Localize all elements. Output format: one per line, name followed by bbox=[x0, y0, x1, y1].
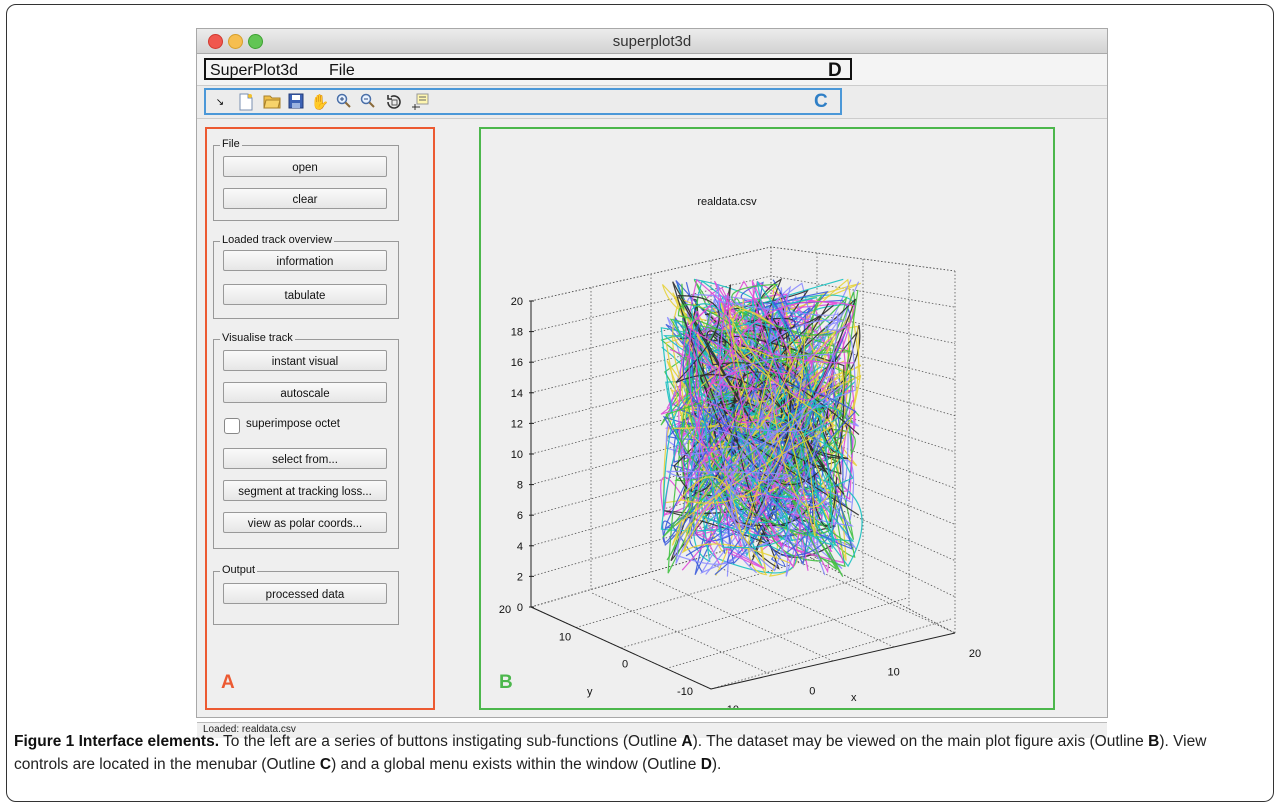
zoom-in-icon[interactable] bbox=[334, 93, 354, 113]
y-tick-label: -10 bbox=[677, 686, 693, 698]
x-tick-label: 20 bbox=[969, 648, 981, 660]
minimize-window-button[interactable] bbox=[228, 34, 243, 49]
superimpose-octet-checkbox[interactable] bbox=[224, 418, 240, 434]
output-group: Output processed data bbox=[213, 564, 399, 625]
polar-coords-button[interactable]: view as polar coords... bbox=[223, 512, 387, 533]
data-cursor-icon[interactable] bbox=[410, 93, 430, 113]
title-bar: superplot3d bbox=[197, 29, 1107, 54]
y-tick-label: 0 bbox=[622, 659, 628, 671]
x-tick-label: 0 bbox=[809, 685, 815, 697]
visualise-track-group: Visualise track instant visual autoscale… bbox=[213, 332, 399, 549]
z-tick-label: 14 bbox=[511, 388, 523, 400]
z-tick-label: 2 bbox=[517, 571, 523, 583]
output-group-title: Output bbox=[220, 564, 258, 576]
figure-caption: Figure 1 Interface elements. To the left… bbox=[14, 730, 1264, 776]
plot-axes[interactable]: realdata.csv 0 2 4 6 8 10 12 14 16 18 20 -10 0 10 20 -1… bbox=[481, 129, 1053, 708]
caption-s4: ) and a global menu exists within the wi… bbox=[331, 756, 701, 773]
outline-label-b: B bbox=[499, 672, 513, 693]
caption-b: B bbox=[1148, 733, 1160, 750]
plot-title: realdata.csv bbox=[697, 196, 757, 208]
menu-file[interactable]: File bbox=[329, 62, 355, 79]
rotate-3d-icon[interactable] bbox=[384, 93, 404, 113]
caption-a: A bbox=[681, 733, 693, 750]
caption-s1: To the left are a series of buttons inst… bbox=[219, 733, 682, 750]
outline-label-a: A bbox=[221, 672, 235, 693]
arrow-icon[interactable]: ↘ bbox=[215, 97, 225, 108]
toolbar-outline-c: ↘ ✋ C bbox=[204, 88, 842, 115]
save-icon[interactable] bbox=[286, 93, 306, 113]
z-tick-label: 18 bbox=[511, 327, 523, 339]
plot-panel-outline-b: realdata.csv 0 2 4 6 8 10 12 14 16 18 20 -10 0 10 20 -1… bbox=[479, 127, 1055, 710]
z-tick-label: 6 bbox=[517, 510, 523, 522]
track-line bbox=[675, 306, 836, 540]
axis-ticks: 0 2 4 6 8 10 12 14 16 18 20 -10 0 10 20 -10 0 10 20 bbox=[499, 296, 981, 708]
menubar: SuperPlot3d File D bbox=[197, 54, 1107, 86]
x-axis-label: x bbox=[851, 692, 857, 704]
track-line bbox=[685, 292, 856, 501]
caption-s2: ). The dataset may be viewed on the main… bbox=[692, 733, 1149, 750]
clear-button[interactable]: clear bbox=[223, 188, 387, 209]
loaded-group-title: Loaded track overview bbox=[220, 234, 335, 246]
caption-lead: Figure 1 Interface elements. bbox=[14, 733, 220, 750]
y-tick-label: 20 bbox=[499, 604, 511, 616]
track-line bbox=[665, 353, 844, 572]
pan-hand-icon[interactable]: ✋ bbox=[310, 94, 330, 111]
open-folder-icon[interactable] bbox=[262, 93, 282, 113]
outline-label-c: C bbox=[814, 91, 828, 112]
z-tick-label: 0 bbox=[517, 602, 523, 614]
loaded-track-group: Loaded track overview information tabula… bbox=[213, 234, 399, 319]
segment-button[interactable]: segment at tracking loss... bbox=[223, 480, 387, 501]
caption-d: D bbox=[700, 756, 712, 773]
z-tick-label: 20 bbox=[511, 296, 523, 308]
z-tick-label: 8 bbox=[517, 480, 523, 492]
z-tick-label: 12 bbox=[511, 418, 523, 430]
processed-data-button[interactable]: processed data bbox=[223, 583, 387, 604]
y-axis-label: y bbox=[587, 686, 593, 698]
controls-panel-outline-a: File open clear Loaded track overview in… bbox=[205, 127, 435, 710]
caption-s5: ). bbox=[711, 756, 722, 773]
file-group: File open clear bbox=[213, 138, 399, 221]
window-title: superplot3d bbox=[612, 33, 692, 50]
superimpose-octet-label: superimpose octet bbox=[246, 418, 340, 430]
caption-s3: ). View controls are located in the menu… bbox=[14, 733, 1207, 773]
toolbar: ↘ ✋ C bbox=[197, 86, 1107, 119]
select-from-button[interactable]: select from... bbox=[223, 448, 387, 469]
x-tick-label: 10 bbox=[888, 667, 900, 679]
outline-label-d: D bbox=[828, 60, 842, 81]
menu-superplot3d[interactable]: SuperPlot3d bbox=[210, 62, 299, 79]
visualise-group-title: Visualise track bbox=[220, 332, 295, 344]
zoom-window-button[interactable] bbox=[248, 34, 263, 49]
track-lines bbox=[660, 277, 863, 578]
y-tick-label: 10 bbox=[559, 631, 571, 643]
z-tick-label: 4 bbox=[517, 541, 523, 553]
file-group-title: File bbox=[220, 138, 242, 150]
new-file-icon[interactable] bbox=[236, 93, 256, 113]
menu-outline-d: SuperPlot3d File D bbox=[204, 58, 852, 81]
x-tick-label: -10 bbox=[723, 704, 739, 708]
open-button[interactable]: open bbox=[223, 156, 387, 177]
z-tick-label: 16 bbox=[511, 357, 523, 369]
caption-c: C bbox=[319, 756, 332, 773]
zoom-out-icon[interactable] bbox=[358, 93, 378, 113]
autoscale-button[interactable]: autoscale bbox=[223, 382, 387, 403]
status-bar: Loaded: realdata.csv bbox=[197, 722, 1107, 738]
app-window: superplot3d SuperPlot3d File D ↘ ✋ bbox=[196, 28, 1108, 738]
information-button[interactable]: information bbox=[223, 250, 387, 271]
track-line bbox=[699, 298, 858, 460]
track-line bbox=[669, 278, 805, 571]
close-window-button[interactable] bbox=[208, 34, 223, 49]
z-tick-label: 10 bbox=[511, 449, 523, 461]
tabulate-button[interactable]: tabulate bbox=[223, 284, 387, 305]
instant-visual-button[interactable]: instant visual bbox=[223, 350, 387, 371]
